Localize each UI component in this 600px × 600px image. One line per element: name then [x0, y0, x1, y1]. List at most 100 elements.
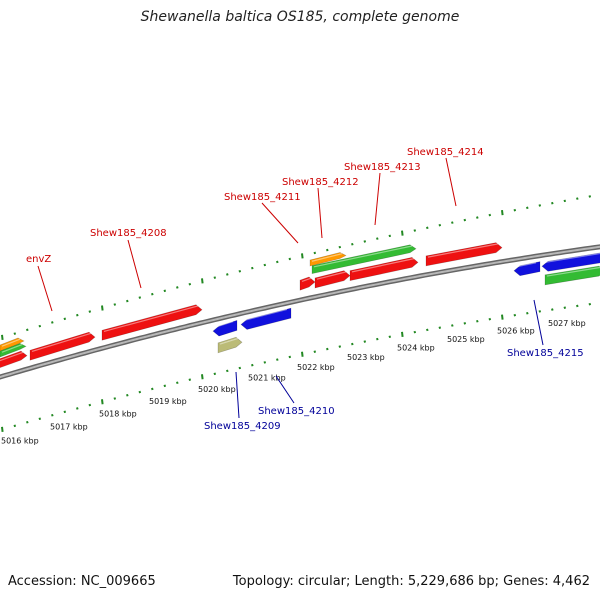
top-gene-label: Shew185_4212 — [282, 177, 359, 188]
gene-arrow — [541, 252, 600, 272]
outer-tick — [151, 292, 154, 296]
inner-tick — [176, 381, 179, 385]
outer-tick — [113, 303, 117, 306]
bottom-gene-label: Shew185_4215 — [507, 348, 584, 359]
inner-tick — [576, 304, 579, 308]
inner-tick — [251, 363, 254, 367]
outer-tick — [413, 229, 417, 232]
outer-tick — [538, 204, 542, 207]
gene-arrow-highlight — [214, 321, 234, 328]
outer-tick — [213, 276, 217, 279]
bottom-label-leader — [533, 299, 544, 346]
outer-tick — [363, 240, 367, 243]
outer-tick — [101, 305, 104, 311]
inner-tick — [138, 390, 142, 394]
gene-arrow-highlight — [103, 305, 199, 333]
bottom-label-leader — [235, 371, 240, 419]
gene-arrow — [0, 343, 27, 358]
top-gene-label: envZ — [26, 254, 51, 265]
gene-arrow-highlight — [242, 308, 288, 322]
outer-tick — [26, 328, 29, 332]
outer-tick — [463, 218, 467, 222]
kbp-label: 5020 kbp — [198, 385, 236, 394]
gene-arrow — [217, 336, 243, 354]
gene-arrow — [425, 242, 503, 267]
gene-arrow-highlight — [1, 338, 21, 347]
inner-tick — [288, 355, 292, 359]
inner-tick — [388, 335, 392, 339]
inner-tick — [301, 351, 304, 357]
outer-tick — [201, 278, 204, 284]
kbp-label: 5027 kbp — [548, 319, 586, 328]
gene-arrow-highlight — [515, 262, 537, 268]
inner-tick — [51, 413, 54, 417]
gene-arrow — [101, 304, 203, 341]
inner-tick — [213, 372, 217, 376]
gene-arrow — [314, 270, 351, 289]
inner-tick — [426, 328, 429, 332]
genome-summary-text: Topology: circular; Length: 5,229,686 bp… — [232, 574, 590, 589]
inner-tick — [26, 420, 29, 424]
inner-tick — [201, 374, 204, 380]
outer-tick — [451, 221, 454, 224]
outer-tick — [188, 282, 192, 286]
outer-tick — [13, 332, 17, 335]
outer-tick — [351, 242, 354, 246]
gene-arrow-highlight — [219, 337, 239, 345]
inner-tick — [401, 331, 404, 338]
inner-tick — [126, 393, 129, 397]
inner-tick — [163, 384, 167, 388]
top-label-leader — [317, 187, 323, 239]
gene-arrow — [0, 337, 25, 352]
gene-arrow — [309, 252, 347, 267]
inner-tick — [188, 378, 192, 382]
gene-arrow-highlight — [1, 344, 23, 353]
inner-tick — [363, 340, 367, 343]
top-gene-label: Shew185_4214 — [407, 147, 484, 158]
kbp-label: 5018 kbp — [99, 410, 137, 419]
outer-tick — [88, 310, 92, 313]
inner-tick — [151, 387, 154, 391]
kbp-label: 5024 kbp — [397, 344, 435, 353]
inner-tick — [226, 369, 229, 373]
inner-tick — [513, 313, 517, 317]
gene-arrow — [544, 265, 600, 286]
outer-tick — [576, 197, 579, 200]
outer-tick — [51, 321, 54, 324]
outer-tick — [488, 213, 492, 217]
gene-arrow-highlight — [31, 332, 92, 353]
outer-tick — [388, 234, 392, 238]
outer-tick — [588, 195, 592, 198]
outer-tick — [1, 334, 4, 341]
top-gene-label: Shew185_4213 — [344, 162, 421, 173]
outer-tick — [326, 248, 329, 252]
kbp-label: 5016 kbp — [1, 436, 39, 445]
outer-tick — [563, 199, 567, 203]
inner-tick — [326, 347, 329, 351]
gene-arrow-highlight — [311, 253, 343, 262]
inner-tick — [38, 417, 42, 421]
inner-tick — [276, 358, 279, 361]
top-gene-label: Shew185_4211 — [224, 192, 301, 203]
inner-tick — [538, 310, 542, 313]
bottom-label-leader — [275, 375, 295, 404]
inner-tick — [451, 324, 454, 327]
gene-arrow — [349, 257, 419, 282]
kbp-label: 5023 kbp — [347, 353, 385, 362]
kbp-label: 5022 kbp — [297, 363, 335, 372]
outer-tick — [263, 263, 267, 267]
inner-tick — [263, 361, 267, 364]
gene-arrow — [29, 331, 96, 361]
outer-tick — [251, 266, 254, 270]
gene-arrow-highlight — [427, 243, 499, 258]
outer-tick — [288, 257, 292, 261]
kbp-label: 5021 kbp — [248, 374, 286, 383]
inner-tick — [338, 345, 342, 348]
inner-tick — [351, 342, 354, 346]
accession-text: Accession: NC_009665 — [8, 574, 156, 589]
inner-tick — [238, 366, 242, 370]
inner-tick — [1, 426, 4, 433]
map-title: Shewanella baltica OS185, complete genom… — [140, 9, 460, 25]
inner-tick — [413, 330, 417, 334]
